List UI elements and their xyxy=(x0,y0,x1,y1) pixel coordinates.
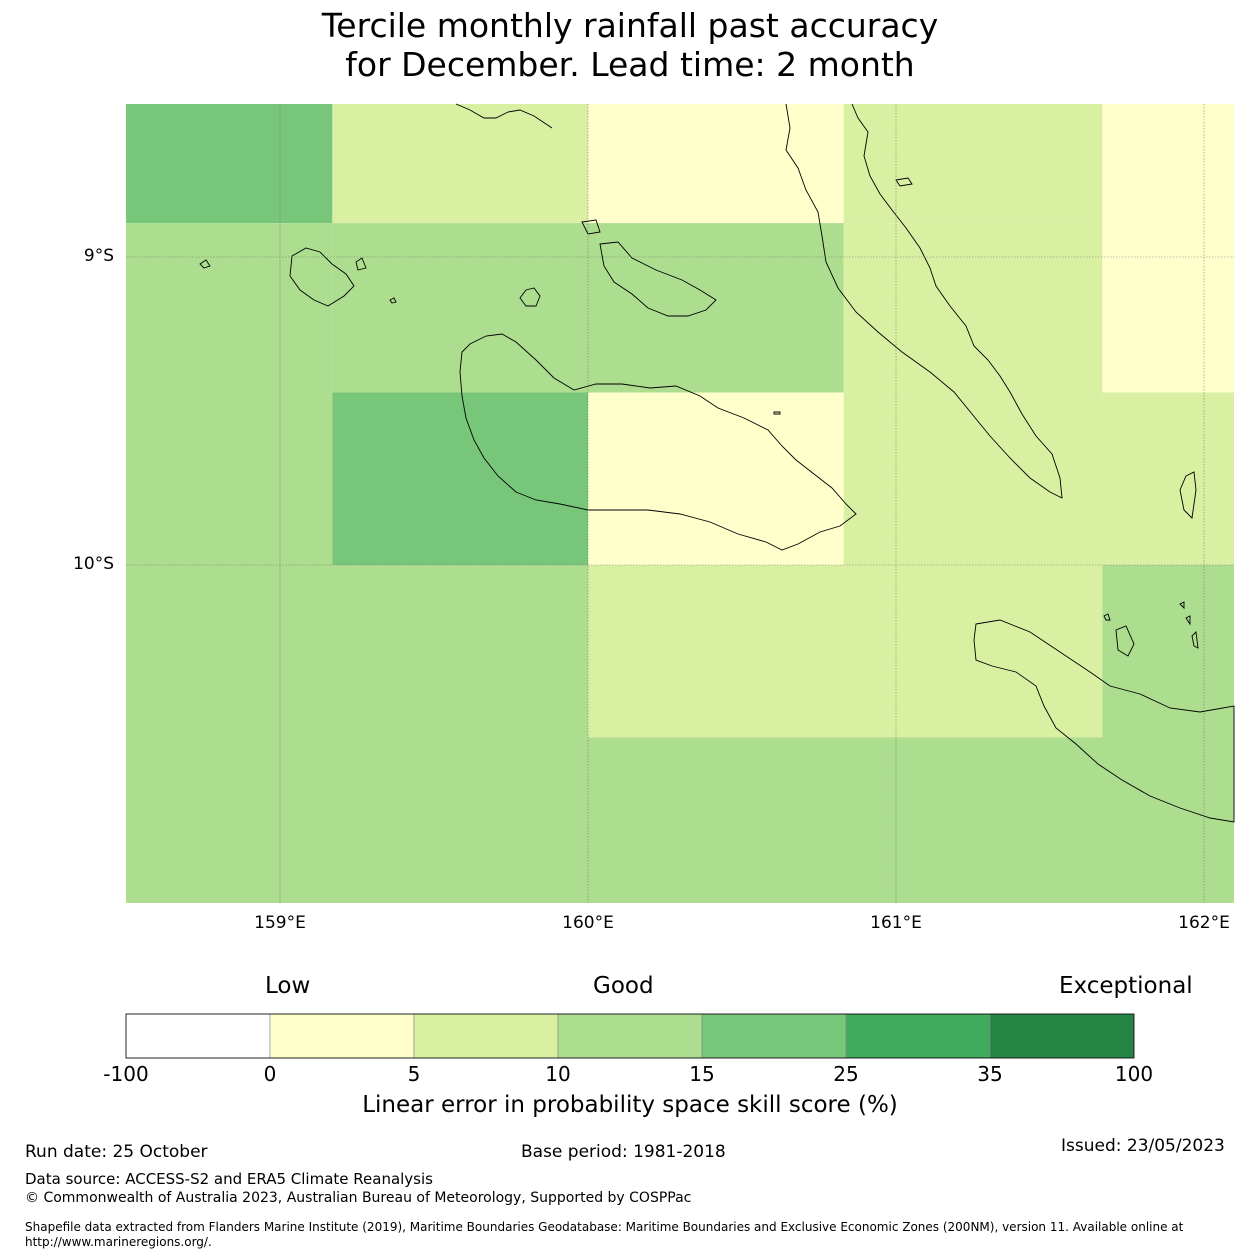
lat-label: 10°S xyxy=(73,554,114,574)
skill-cell xyxy=(332,392,588,565)
coastline-tiny-islet-c xyxy=(1185,615,1191,626)
coastline-florida-islands xyxy=(599,241,717,317)
coastline-east-islet xyxy=(1179,471,1197,519)
colorbar-category-good: Good xyxy=(593,973,654,999)
colorbar-tick: 0 xyxy=(263,1062,277,1086)
lon-label: 161°E xyxy=(870,913,922,933)
issued-date: Issued: 23/05/2023 xyxy=(1061,1136,1225,1156)
coastline-russell-islet-a xyxy=(355,257,367,271)
skill-cell xyxy=(332,223,588,393)
colorbar-segment xyxy=(557,1013,703,1059)
title-line-1: Tercile monthly rainfall past accuracy xyxy=(321,6,939,45)
coastline-malaita xyxy=(973,619,1235,823)
lon-label: 160°E xyxy=(562,913,614,933)
colorbar-tick: 25 xyxy=(833,1062,859,1086)
skill-cell xyxy=(126,223,333,393)
colorbar-outline xyxy=(125,1013,1135,1059)
colorbar-category-low: Low xyxy=(265,973,311,999)
skill-cell xyxy=(1102,392,1234,565)
coastline-savo xyxy=(519,287,541,307)
coastline-tiny-islet-a xyxy=(1103,613,1111,621)
colorbar-tick: 10 xyxy=(545,1062,571,1086)
skill-cell xyxy=(126,565,588,738)
colorbar-tick: 15 xyxy=(689,1062,715,1086)
lon-label: 162°E xyxy=(1178,913,1230,933)
coastline-tiny-islet-f xyxy=(895,177,913,187)
colorbar-category-exceptional: Exceptional xyxy=(1059,973,1193,999)
skill-cell xyxy=(588,392,844,565)
coastline-santa-isabel xyxy=(785,103,1063,499)
shapefile-credit: Shapefile data extracted from Flanders M… xyxy=(25,1220,1184,1249)
colorbar-title: Linear error in probability space skill … xyxy=(362,1092,898,1118)
skill-cell xyxy=(1102,223,1234,393)
colorbar-segment xyxy=(989,1013,1135,1059)
colorbar xyxy=(125,1013,1135,1059)
coastline-tiny-islet-d xyxy=(1191,631,1199,649)
coastline-south-islet xyxy=(1115,625,1135,657)
skill-cell xyxy=(843,104,1103,224)
skill-cell xyxy=(332,104,588,224)
lat-label: 9°S xyxy=(83,246,114,266)
colorbar-segment xyxy=(701,1013,847,1059)
skill-cells xyxy=(126,104,1234,903)
copyright: © Commonwealth of Australia 2023, Austra… xyxy=(25,1190,692,1206)
run-date: Run date: 25 October xyxy=(25,1142,208,1162)
colorbar-segment xyxy=(125,1013,271,1059)
colorbar-tick: -100 xyxy=(103,1062,149,1086)
graticule xyxy=(126,104,1234,903)
colorbar-segment xyxy=(845,1013,991,1059)
coastline-tiny-islet-b xyxy=(1179,601,1185,610)
skill-cell xyxy=(843,223,1103,393)
data-source: Data source: ACCESS-S2 and ERA5 Climate … xyxy=(25,1170,433,1188)
colorbar-segment xyxy=(269,1013,415,1059)
skill-cell xyxy=(588,104,844,224)
base-period: Base period: 1981-2018 xyxy=(521,1142,726,1162)
coastline-russell-islet-b xyxy=(199,259,211,269)
colorbar-tick: 5 xyxy=(407,1062,421,1086)
coastline-florida-islet xyxy=(581,219,601,235)
title-line-2: for December. Lead time: 2 month xyxy=(345,45,915,84)
skill-cell xyxy=(126,392,333,565)
skill-cell xyxy=(126,104,333,224)
skill-cell xyxy=(588,223,844,393)
chart-title: Tercile monthly rainfall past accuracy f… xyxy=(0,6,1260,84)
skill-cell xyxy=(843,392,1103,565)
coastlines xyxy=(199,103,1235,823)
coastline-russell-islands xyxy=(289,247,355,307)
colorbar-tick: 100 xyxy=(1114,1062,1154,1086)
colorbar-tick: 35 xyxy=(977,1062,1003,1086)
skill-cell xyxy=(126,737,1234,903)
coastline-russell-islet-c xyxy=(389,297,397,304)
skill-cell xyxy=(1102,104,1234,224)
coastline-tiny-islet-e xyxy=(773,411,781,415)
colorbar-segment xyxy=(413,1013,559,1059)
lon-label: 159°E xyxy=(254,913,306,933)
coastline-north-islets xyxy=(455,103,553,129)
coastline-guadalcanal xyxy=(459,333,857,551)
skill-cell xyxy=(588,565,1103,738)
skill-cell xyxy=(1102,565,1234,738)
